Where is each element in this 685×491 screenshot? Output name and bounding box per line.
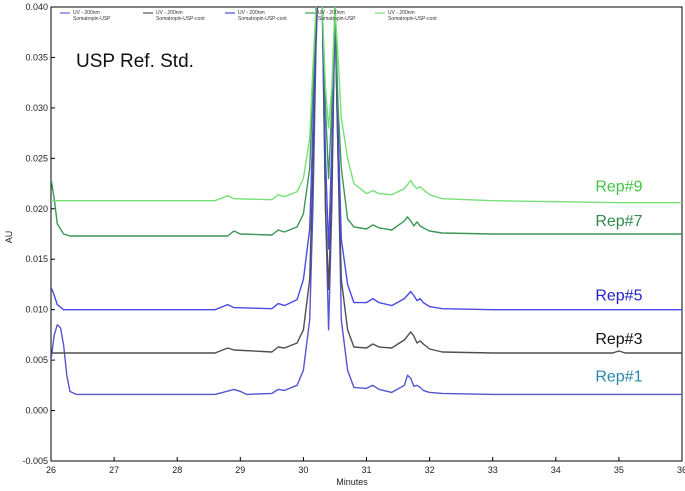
series-label-rep1: Rep#1 [595,368,642,385]
series-line-rep3 [51,7,682,354]
y-tick-label: 0.010 [25,305,48,315]
series-label-rep9: Rep#9 [595,179,642,196]
legend-line1: UV - 200nm [318,10,345,16]
y-tick-label: 0.000 [25,406,48,416]
x-tick-label: 28 [172,465,182,475]
legend-line1: UV - 200nm [388,10,415,16]
series-line-rep7 [51,7,682,237]
y-tick-label: 0.035 [25,52,48,62]
x-tick-label: 34 [551,465,561,475]
chart-title: USP Ref. Std. [76,51,194,72]
x-tick-label: 36 [677,465,685,475]
series-label-rep3: Rep#3 [595,331,642,348]
legend-line1: UV - 200nm [238,10,265,16]
legend-line2: Somatropin-USP [318,16,356,22]
x-tick-label: 31 [361,465,371,475]
x-tick-label: 33 [488,465,498,475]
x-axis-label: Minutes [336,477,368,487]
y-tick-label: 0.040 [25,2,48,12]
legend-line1: UV - 200nm [156,10,183,16]
x-tick-label: 27 [109,465,119,475]
legend-line2: Somatropin-USP-cont [156,16,205,22]
y-tick-label: -0.005 [22,456,48,466]
y-tick-label: 0.005 [25,355,48,365]
x-tick-label: 32 [425,465,435,475]
series-line-rep9 [51,7,682,204]
y-tick-label: 0.030 [25,103,48,113]
x-tick-label: 26 [46,465,56,475]
legend-line1: UV - 200nm [73,10,100,16]
x-tick-label: 29 [235,465,245,475]
legend-line2: Somatropin-USP-cont [238,16,287,22]
y-tick-label: 0.020 [25,204,48,214]
y-axis-label: AU [4,231,14,244]
series-line-rep5 [51,7,682,311]
legend-line2: Somatropin-USP [73,16,111,22]
series-label-rep5: Rep#5 [595,288,642,305]
legend-line2: Somatropin-USP-cont [388,16,437,22]
x-tick-label: 35 [614,465,624,475]
x-tick-label: 30 [298,465,308,475]
y-tick-label: 0.025 [25,153,48,163]
series-label-rep7: Rep#7 [595,213,642,230]
y-tick-label: 0.015 [25,254,48,264]
